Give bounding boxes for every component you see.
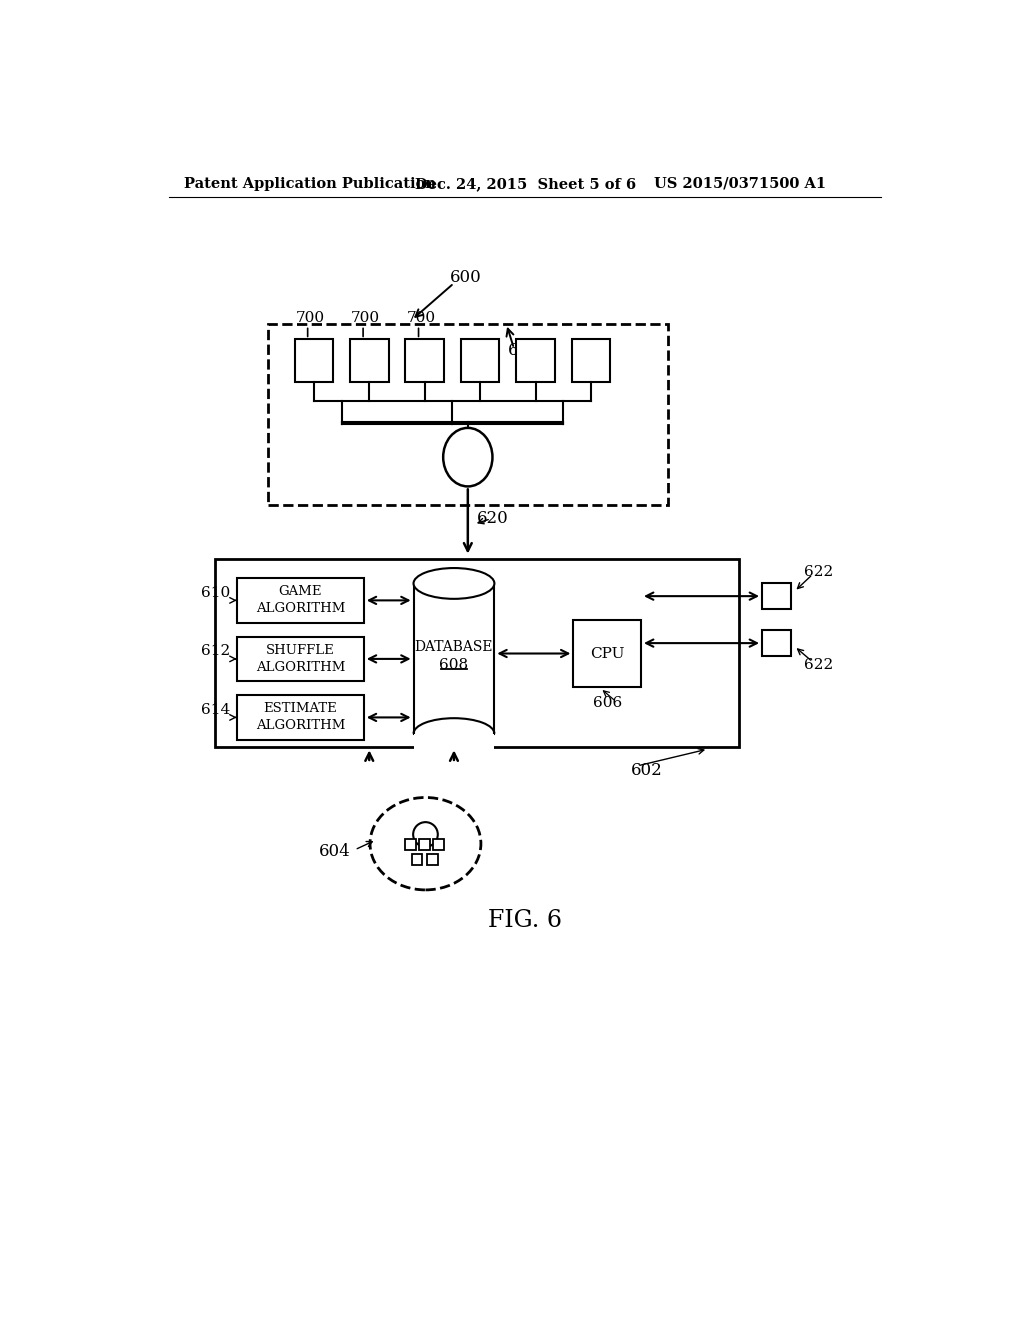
Bar	[762, 583, 792, 609]
Bar	[427, 854, 438, 866]
Text: 600: 600	[451, 269, 482, 286]
Text: Patent Application Publication: Patent Application Publication	[184, 177, 436, 191]
Text: 610: 610	[202, 586, 230, 599]
Bar	[237, 636, 364, 681]
Text: DATABASE: DATABASE	[415, 640, 494, 653]
Text: ESTIMATE
ALGORITHM: ESTIMATE ALGORITHM	[256, 702, 345, 733]
Text: 622: 622	[804, 659, 833, 672]
Bar	[419, 840, 430, 850]
Bar	[237, 578, 364, 623]
Bar	[433, 840, 444, 850]
Bar	[406, 840, 416, 850]
Bar	[295, 339, 333, 381]
Bar	[414, 734, 495, 748]
Text: 606: 606	[593, 696, 622, 710]
Ellipse shape	[443, 428, 493, 487]
Bar	[237, 696, 364, 739]
Text: GAME
ALGORITHM: GAME ALGORITHM	[256, 585, 345, 615]
Text: 608: 608	[439, 657, 469, 672]
Circle shape	[413, 822, 438, 847]
Text: 602: 602	[631, 762, 663, 779]
Bar	[406, 339, 444, 381]
Bar	[762, 631, 792, 656]
Text: 700: 700	[295, 310, 325, 325]
Ellipse shape	[414, 568, 495, 599]
Text: 700: 700	[407, 310, 435, 325]
Text: 614: 614	[202, 702, 230, 717]
Bar	[573, 619, 641, 688]
Text: US 2015/0371500 A1: US 2015/0371500 A1	[654, 177, 826, 191]
Text: 604: 604	[508, 342, 540, 359]
Bar	[412, 854, 422, 866]
Bar	[350, 339, 388, 381]
Bar	[267, 323, 668, 506]
Text: Dec. 24, 2015  Sheet 5 of 6: Dec. 24, 2015 Sheet 5 of 6	[416, 177, 637, 191]
Text: 604: 604	[319, 843, 351, 859]
Bar	[215, 558, 739, 747]
Ellipse shape	[370, 797, 481, 890]
Bar	[516, 339, 555, 381]
Text: 622: 622	[804, 565, 833, 579]
Bar	[571, 339, 610, 381]
Text: CPU: CPU	[590, 647, 625, 660]
Text: FIG. 6: FIG. 6	[487, 909, 562, 932]
Bar	[461, 339, 500, 381]
Text: 620: 620	[477, 511, 509, 527]
Text: 700: 700	[351, 310, 380, 325]
Text: 612: 612	[202, 644, 230, 659]
Text: SHUFFLE
ALGORITHM: SHUFFLE ALGORITHM	[256, 644, 345, 675]
